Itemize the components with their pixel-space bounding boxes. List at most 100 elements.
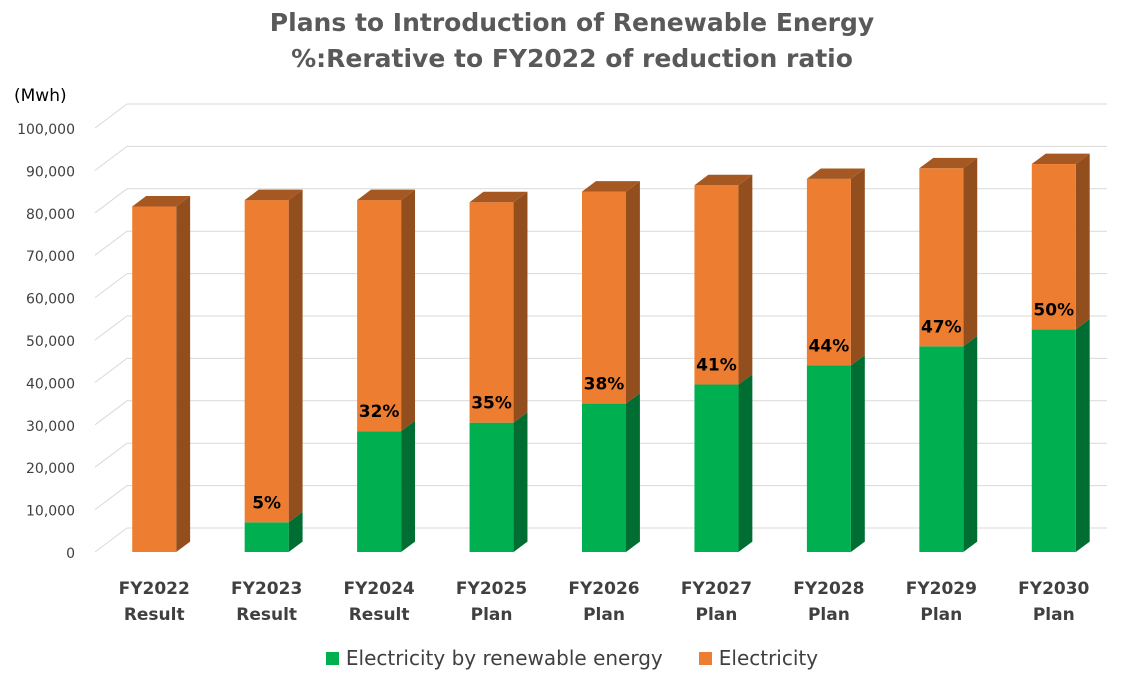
bar-renewable-side — [1075, 318, 1090, 552]
gridline — [94, 485, 1107, 510]
x-tick-label: FY2022 — [119, 579, 190, 599]
bar-electricity — [469, 202, 514, 423]
bar-renewable-side — [850, 355, 865, 552]
bar-renewable-side — [963, 335, 978, 552]
data-label: 44% — [809, 336, 850, 356]
x-tick-label: Result — [349, 605, 410, 625]
bar-electricity — [694, 185, 739, 385]
y-tick-label: 80,000 — [26, 207, 75, 223]
bar-renewable — [582, 403, 626, 552]
gridline — [94, 230, 1107, 256]
bar-electricity — [919, 168, 964, 347]
y-tick-label: 10,000 — [26, 504, 75, 520]
bar-electricity-side — [738, 174, 753, 385]
legend-item-electricity: Electricity — [698, 646, 819, 670]
bar-electricity-side — [963, 157, 978, 347]
bar-electricity-side — [850, 168, 865, 366]
bar-electricity-side — [401, 189, 416, 432]
x-tick-label: FY2025 — [456, 579, 527, 599]
x-tick-label: Plan — [583, 605, 625, 625]
gridline — [94, 145, 1107, 171]
gridline — [94, 442, 1107, 468]
y-tick-label: 70,000 — [26, 249, 75, 265]
bar-renewable-side — [513, 412, 528, 552]
bar-electricity-top — [132, 196, 191, 207]
gridline — [94, 315, 1107, 341]
chart-subtitle: %:Rerative to FY2022 of reduction ratio — [291, 44, 853, 73]
bar-electricity — [1031, 164, 1076, 330]
y-tick-label: 100,000 — [17, 122, 75, 138]
bar-electricity-top — [357, 189, 416, 201]
bar-electricity-top — [469, 191, 528, 203]
y-tick-label: 30,000 — [26, 419, 75, 435]
bar-electricity-side — [176, 196, 191, 552]
data-label: 38% — [584, 375, 625, 395]
bar-renewable — [469, 422, 514, 552]
legend: Electricity by renewable energy Electric… — [0, 646, 1144, 670]
x-tick-label: Plan — [808, 605, 850, 625]
legend-swatch-electricity — [698, 651, 712, 665]
legend-swatch-renewable — [325, 651, 339, 665]
legend-label-electricity: Electricity — [718, 646, 819, 670]
gridline — [94, 188, 1107, 214]
bar-renewable — [244, 522, 289, 552]
y-axis-unit-label: (Mwh) — [14, 86, 67, 106]
bar-renewable — [806, 365, 851, 552]
bar-electricity-top — [806, 168, 865, 179]
x-tick-label: Result — [124, 605, 185, 625]
x-tick-label: FY2026 — [568, 579, 639, 599]
y-tick-label: 90,000 — [26, 164, 75, 180]
x-tick-label: FY2023 — [231, 579, 302, 599]
x-tick-label: Plan — [471, 605, 513, 625]
x-tick-label: FY2027 — [681, 579, 752, 599]
legend-label-renewable: Electricity by renewable energy — [345, 646, 663, 670]
bar-renewable — [357, 431, 402, 552]
y-tick-label: 20,000 — [26, 461, 75, 477]
bar-electricity — [582, 191, 626, 404]
bar-electricity-side — [1075, 153, 1090, 330]
bar-electricity-top — [1031, 153, 1090, 165]
bar-electricity-top — [694, 174, 753, 186]
data-label: 5% — [252, 493, 281, 513]
y-tick-label: 0 — [66, 546, 75, 562]
x-tick-label: Plan — [920, 605, 962, 625]
bar-electricity-top — [582, 181, 640, 192]
data-label: 41% — [696, 356, 737, 376]
gridline — [94, 103, 1107, 129]
bar-renewable — [919, 346, 964, 552]
x-tick-label: Plan — [696, 605, 738, 625]
y-tick-label: 60,000 — [26, 292, 75, 308]
bar-renewable-side — [288, 511, 303, 552]
x-tick-label: Plan — [1033, 605, 1075, 625]
bar-renewable — [694, 384, 739, 552]
bar-renewable-side — [626, 393, 640, 552]
bar-electricity-side — [626, 181, 640, 404]
bar-electricity-side — [288, 189, 303, 523]
data-label: 50% — [1033, 300, 1074, 320]
bar-renewable-side — [738, 374, 753, 552]
bar-electricity — [132, 206, 177, 552]
bar-electricity — [244, 200, 289, 523]
bar-electricity-side — [513, 191, 528, 423]
gridline — [94, 357, 1107, 383]
x-tick-label: FY2024 — [343, 579, 414, 599]
data-label: 47% — [921, 317, 962, 337]
gridline — [94, 527, 1107, 553]
gridline — [94, 273, 1107, 298]
y-tick-label: 50,000 — [26, 334, 75, 350]
x-tick-label: FY2028 — [793, 579, 864, 599]
chart-title: Plans to Introduction of Renewable Energ… — [269, 8, 875, 37]
data-label: 35% — [471, 394, 512, 414]
x-tick-label: Result — [236, 605, 297, 625]
bar-electricity — [357, 200, 402, 432]
x-tick-label: FY2029 — [906, 579, 977, 599]
gridline — [94, 400, 1107, 426]
bar-renewable — [1031, 329, 1076, 552]
x-tick-label: FY2030 — [1018, 579, 1089, 599]
bar-renewable-side — [401, 420, 416, 552]
legend-item-renewable: Electricity by renewable energy — [325, 646, 663, 670]
data-label: 32% — [359, 402, 400, 422]
bar-electricity-top — [244, 189, 303, 201]
